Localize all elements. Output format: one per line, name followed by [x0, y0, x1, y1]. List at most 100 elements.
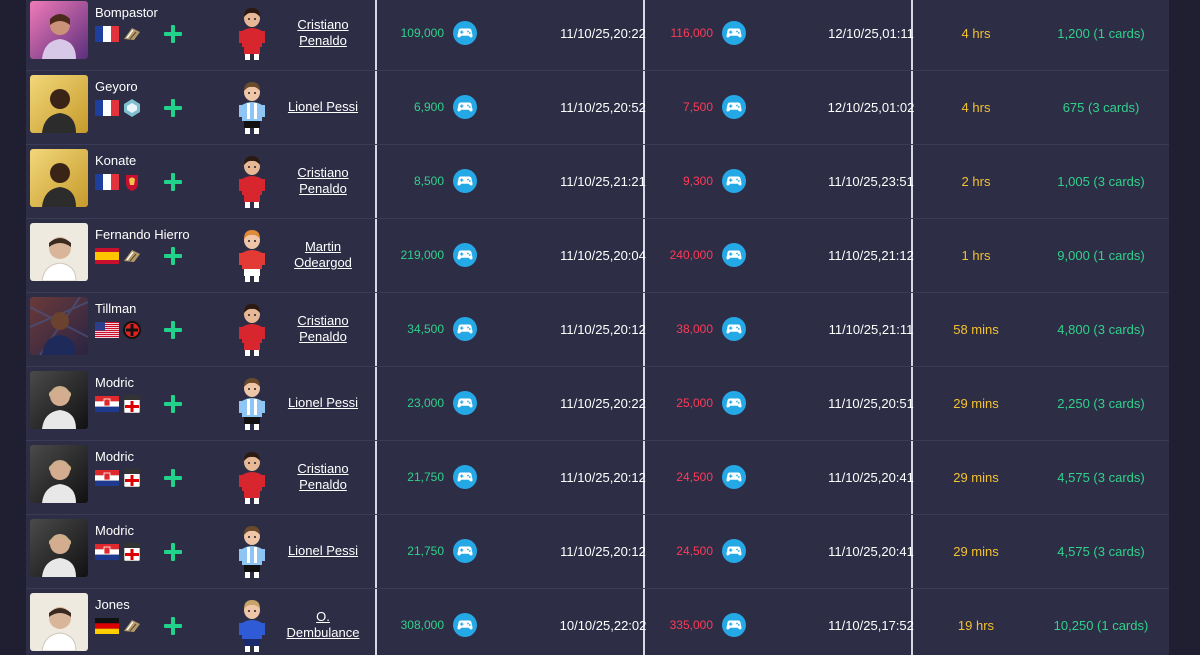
buy-price: 6,900 — [413, 100, 444, 114]
nation-flag-icon — [95, 26, 119, 42]
club-badge-icon — [122, 394, 142, 414]
add-player-icon[interactable] — [162, 615, 184, 637]
user-link[interactable]: Cristiano Penaldo — [297, 313, 349, 344]
add-player-icon[interactable] — [162, 393, 184, 415]
user-link[interactable]: Cristiano Penaldo — [297, 17, 349, 48]
buy-price: 308,000 — [400, 618, 444, 632]
controller-icon[interactable] — [722, 391, 746, 415]
table-row: Bompastor Cristiano Penaldo 109,000 11/1… — [26, 0, 1169, 71]
player-flags — [95, 394, 142, 414]
trade-duration: 2 hrs — [961, 174, 991, 189]
add-player-icon[interactable] — [162, 245, 184, 267]
controller-icon[interactable] — [722, 465, 746, 489]
sell-date: 11/10/25,23:51 — [828, 174, 914, 189]
sell-price: 24,500 — [676, 470, 713, 484]
nation-flag-icon — [95, 396, 119, 412]
player-card-image[interactable] — [30, 297, 88, 355]
trade-duration: 29 mins — [953, 396, 999, 411]
sell-date: 11/10/25,17:52 — [828, 618, 914, 633]
add-player-icon[interactable] — [162, 541, 184, 563]
user-link[interactable]: Lionel Pessi — [287, 395, 359, 410]
buy-date: 11/10/25,20:22 — [560, 26, 646, 41]
player-card-image[interactable] — [30, 149, 88, 207]
sell-date: 12/10/25,01:02 — [827, 100, 915, 115]
controller-icon[interactable] — [722, 317, 746, 341]
controller-icon[interactable] — [722, 243, 746, 267]
player-flags — [95, 320, 142, 340]
user-avatar — [236, 301, 268, 357]
user-link[interactable]: Martin Odeargod — [294, 239, 352, 270]
player-card-image[interactable] — [30, 75, 88, 133]
user-link[interactable]: Lionel Pessi — [287, 99, 359, 114]
player-card-image[interactable] — [30, 371, 88, 429]
user-link[interactable]: Cristiano Penaldo — [297, 165, 349, 196]
table-row: Fernando Hierro Martin Odeargod 219,000 … — [26, 219, 1169, 293]
nation-flag-icon — [95, 100, 119, 116]
user-link[interactable]: O. Dembulance — [286, 609, 360, 640]
user-avatar — [236, 597, 268, 653]
controller-icon[interactable] — [453, 613, 477, 637]
user-link[interactable]: Lionel Pessi — [287, 543, 359, 558]
table-row: Tillman Cristiano Penaldo 34,500 11/10/2… — [26, 293, 1169, 367]
player-name[interactable]: Fernando Hierro — [95, 227, 190, 242]
controller-icon[interactable] — [453, 21, 477, 45]
nation-flag-icon — [95, 618, 119, 634]
club-badge-icon — [122, 172, 142, 192]
trade-profit: 2,250 (3 cards) — [1057, 396, 1145, 411]
controller-icon[interactable] — [722, 21, 746, 45]
trade-duration: 19 hrs — [957, 618, 995, 633]
controller-icon[interactable] — [453, 243, 477, 267]
player-name[interactable]: Tillman — [95, 301, 137, 316]
trade-duration: 1 hrs — [961, 248, 991, 263]
controller-icon[interactable] — [722, 613, 746, 637]
add-player-icon[interactable] — [162, 319, 184, 341]
table-row: Konate Cristiano Penaldo 8,500 11/10/25,… — [26, 145, 1169, 219]
club-badge-icon — [122, 98, 142, 118]
controller-icon[interactable] — [453, 539, 477, 563]
add-player-icon[interactable] — [162, 97, 184, 119]
player-name[interactable]: Modric — [95, 523, 135, 538]
player-card-image[interactable] — [30, 223, 88, 281]
controller-icon[interactable] — [722, 169, 746, 193]
trade-duration: 4 hrs — [961, 26, 991, 41]
controller-icon[interactable] — [453, 95, 477, 119]
nation-flag-icon — [95, 544, 119, 560]
player-card-image[interactable] — [30, 593, 88, 651]
user-link[interactable]: Cristiano Penaldo — [297, 461, 349, 492]
nation-flag-icon — [95, 174, 119, 190]
user-avatar — [236, 375, 268, 431]
player-name[interactable]: Modric — [95, 375, 135, 390]
player-card-image[interactable] — [30, 519, 88, 577]
player-name[interactable]: Modric — [95, 449, 135, 464]
sell-price: 116,000 — [670, 26, 714, 40]
buy-date: 11/10/25,20:52 — [560, 100, 646, 115]
add-player-icon[interactable] — [162, 467, 184, 489]
trade-duration: 58 mins — [953, 322, 999, 337]
player-name[interactable]: Konate — [95, 153, 137, 168]
club-badge-icon — [122, 468, 142, 488]
add-player-icon[interactable] — [162, 23, 184, 45]
trade-profit: 4,800 (3 cards) — [1057, 322, 1145, 337]
controller-icon[interactable] — [453, 465, 477, 489]
user-avatar — [236, 153, 268, 209]
player-name[interactable]: Jones — [95, 597, 130, 612]
buy-price: 219,000 — [400, 248, 444, 262]
buy-price: 23,000 — [407, 396, 444, 410]
controller-icon[interactable] — [722, 539, 746, 563]
sell-date: 11/10/25,20:51 — [828, 396, 914, 411]
sell-date: 11/10/25,20:41 — [828, 544, 914, 559]
player-flags — [95, 24, 142, 44]
player-name[interactable]: Bompastor — [95, 5, 158, 20]
player-card-image[interactable] — [30, 1, 88, 59]
nation-flag-icon — [95, 322, 119, 338]
column-divider — [911, 0, 913, 655]
player-flags — [95, 246, 142, 266]
controller-icon[interactable] — [453, 317, 477, 341]
controller-icon[interactable] — [722, 95, 746, 119]
controller-icon[interactable] — [453, 169, 477, 193]
player-name[interactable]: Geyoro — [95, 79, 138, 94]
add-player-icon[interactable] — [162, 171, 184, 193]
trade-profit: 10,250 (1 cards) — [1053, 618, 1149, 633]
controller-icon[interactable] — [453, 391, 477, 415]
player-card-image[interactable] — [30, 445, 88, 503]
